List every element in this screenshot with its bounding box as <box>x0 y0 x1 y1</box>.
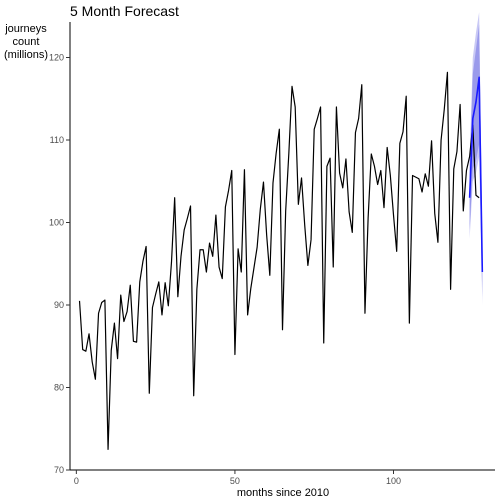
x-axis-label: months since 2010 <box>237 487 329 499</box>
series-lines <box>80 72 483 449</box>
y-tick-label: 90 <box>54 300 64 310</box>
y-axis-label-line-2: count <box>13 36 40 48</box>
y-axis-ticks: 70 80 90 100 110 120 <box>49 53 70 476</box>
y-tick-label: 80 <box>54 383 64 393</box>
y-tick-label: 100 <box>49 218 64 228</box>
x-tick-label: 100 <box>386 476 401 486</box>
chart-title: 5 Month Forecast <box>70 3 179 19</box>
x-tick-label: 0 <box>74 476 79 486</box>
y-axis-label-line-3: (millions) <box>4 49 48 61</box>
y-axis-label-line-1: journeys <box>4 23 47 35</box>
y-tick-label: 70 <box>54 465 64 475</box>
y-tick-label: 110 <box>50 135 64 145</box>
history-series-line <box>80 72 480 449</box>
x-axis-ticks: 0 50 100 <box>74 470 401 486</box>
x-tick-label: 50 <box>230 476 240 486</box>
y-tick-label: 120 <box>49 53 64 63</box>
